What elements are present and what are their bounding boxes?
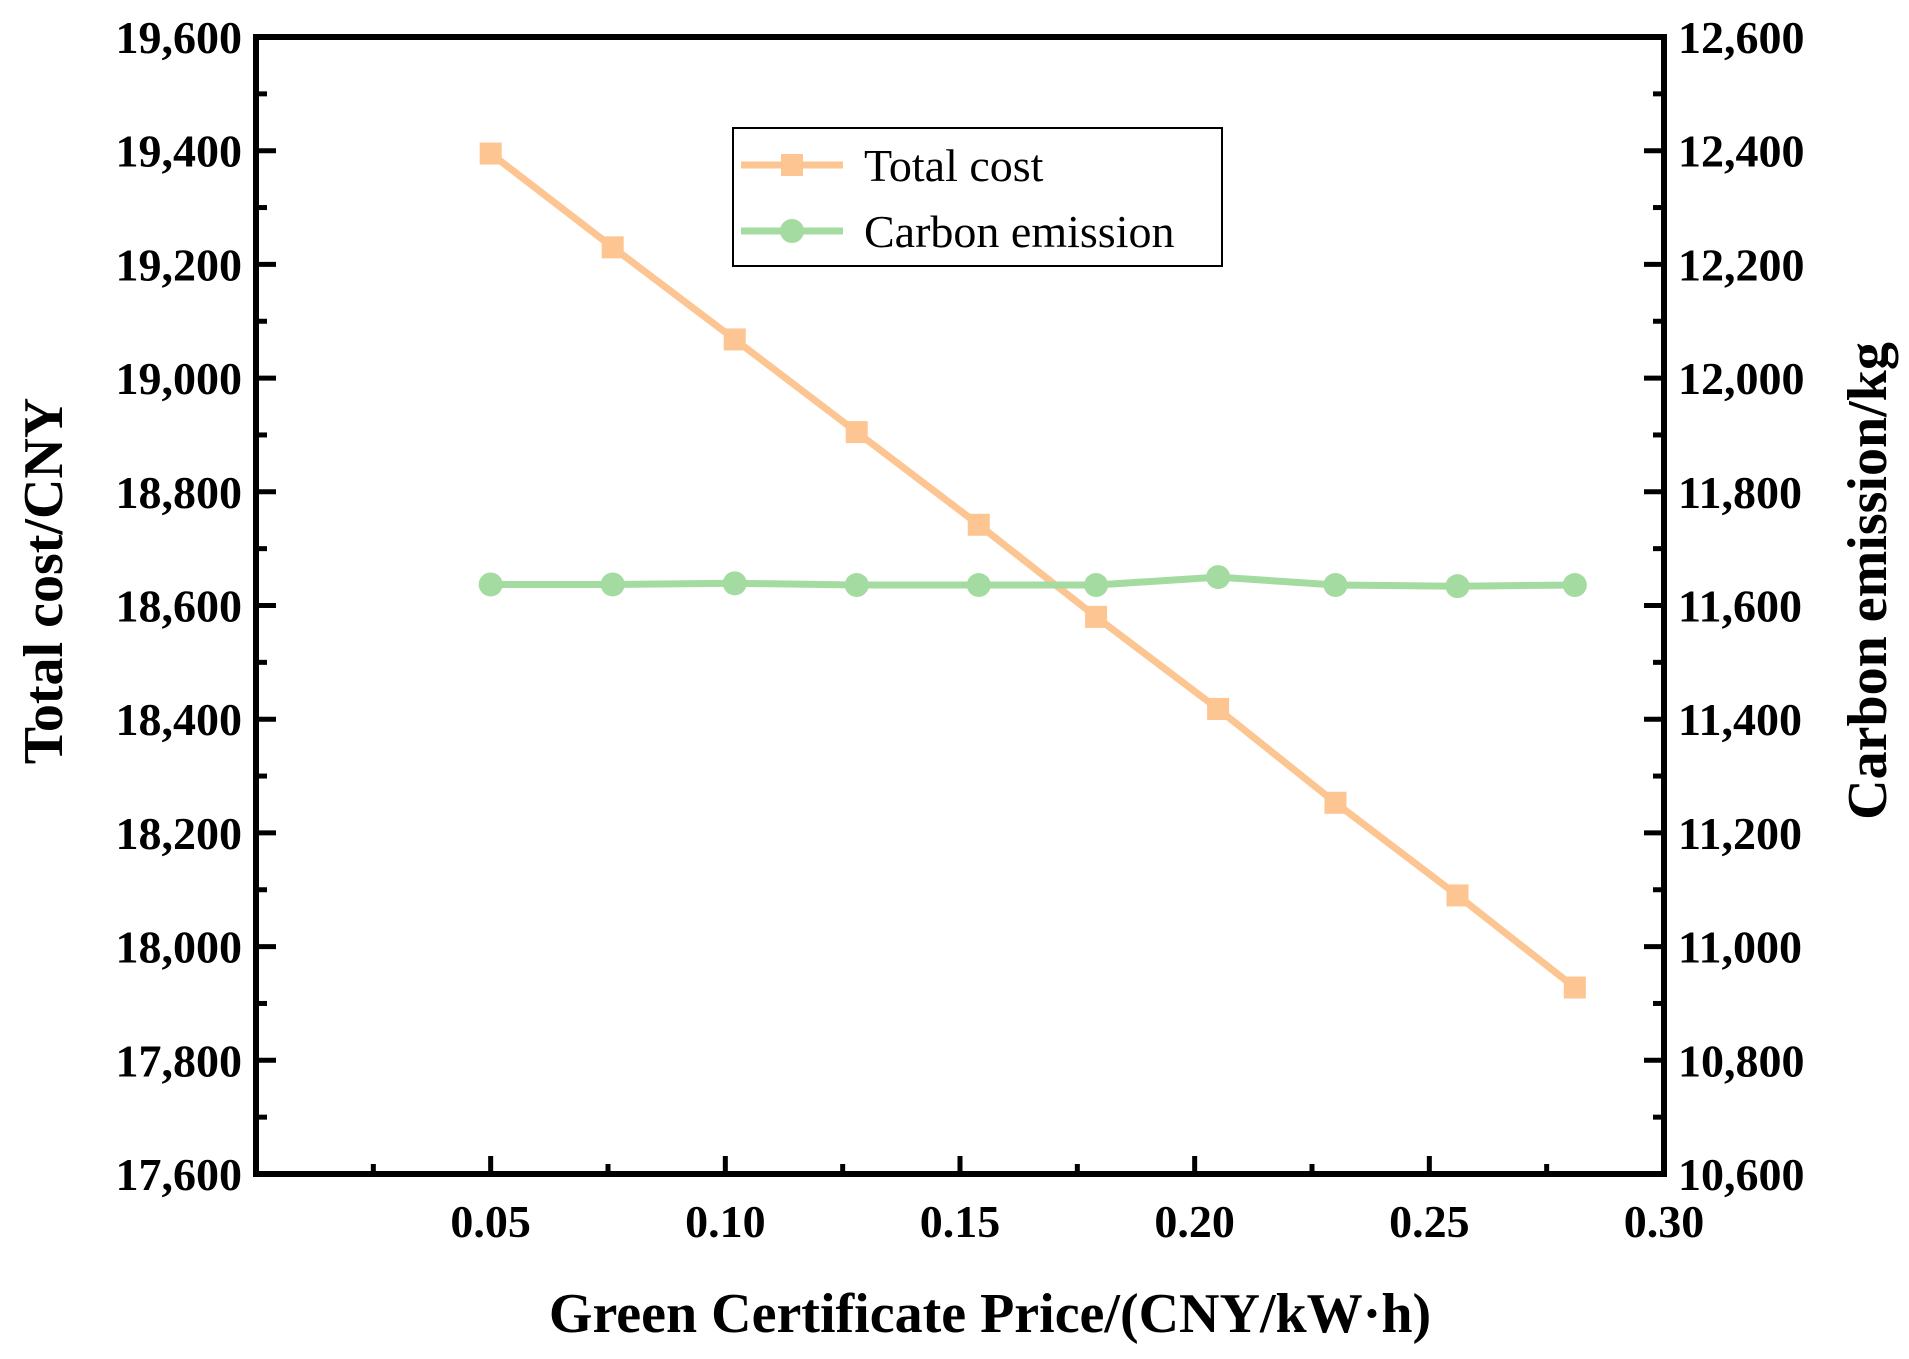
carbon-emission-line: [490, 573, 1575, 590]
total-cost-point: [601, 236, 624, 259]
carbon-emission-point: [844, 573, 869, 598]
carbon-emission-point: [600, 572, 625, 597]
y-right-tick-label: 12,200: [1678, 239, 1805, 290]
total-cost-point: [1085, 605, 1108, 628]
y-left-tick-label: 18,800: [116, 467, 243, 518]
legend: Total cost Carbon emission: [732, 127, 1223, 267]
carbon-emission-point: [478, 572, 503, 597]
total-cost-point: [1563, 976, 1586, 999]
y-right-tick-label: 12,600: [1678, 12, 1805, 63]
total-cost-point: [967, 513, 990, 536]
total-cost-point: [845, 421, 868, 444]
carbon-emission-point: [1084, 573, 1109, 598]
carbon-emission-point: [1323, 573, 1348, 598]
legend-total-cost-marker: [781, 154, 803, 176]
carbon-emission-point: [1445, 574, 1470, 599]
x-tick-label: 0.20: [1154, 1196, 1235, 1247]
y-axis-right-title: Carbon emission/kg: [1837, 342, 1899, 820]
y-left-tick-label: 17,800: [116, 1035, 243, 1086]
y-right-tick-label: 11,000: [1678, 922, 1802, 973]
total-cost-line: [488, 150, 1577, 991]
legend-total-cost-label: Total cost: [864, 140, 1044, 191]
legend-box: [732, 127, 1223, 267]
axes-layer: 0.05 0.10 0.15 0.20 0.25 0.30 17,600 17,800 18,0…: [116, 12, 1805, 1247]
total-cost-point: [479, 142, 502, 165]
carbon-emission-point: [966, 573, 991, 598]
y-left-tick-label: 19,000: [116, 353, 243, 404]
total-cost-point: [1446, 884, 1469, 907]
y-right-tick-label: 10,600: [1678, 1149, 1805, 1200]
y-right-tick-label: 12,400: [1678, 126, 1805, 177]
x-tick-label: 0.15: [920, 1196, 1001, 1247]
y-left-tick-label: 19,200: [116, 239, 243, 290]
x-tick-label: 0.30: [1624, 1196, 1705, 1247]
y-left-tick-label: 18,600: [116, 581, 243, 632]
y-left-tick-label: 18,200: [116, 808, 243, 859]
x-tick-label: 0.10: [685, 1196, 766, 1247]
y-right-tick-label: 11,600: [1678, 581, 1802, 632]
y-left-tick-label: 19,600: [116, 12, 243, 63]
carbon-emission-point: [1562, 573, 1587, 598]
y-left-tick-label: 17,600: [116, 1149, 243, 1200]
y-axis-left-title: Total cost/CNY: [13, 398, 75, 765]
y-left-tick-label: 18,000: [116, 922, 243, 973]
y-left-tick-label: 19,400: [116, 126, 243, 177]
y-left-tick-label: 18,400: [116, 694, 243, 745]
x-axis-title: Green Certificate Price/(CNY/kW·h): [549, 1283, 1431, 1345]
y-right-tick-label: 11,800: [1678, 467, 1802, 518]
series-layer: [478, 142, 1587, 999]
y-right-tick-label: 11,200: [1678, 808, 1802, 859]
legend-carbon-emission-label: Carbon emission: [864, 206, 1174, 257]
carbon-emission-point: [1206, 565, 1231, 590]
x-tick-label: 0.25: [1389, 1196, 1470, 1247]
total-cost-point: [723, 328, 746, 351]
x-tick-label: 0.05: [450, 1196, 531, 1247]
y-right-tick-label: 12,000: [1678, 353, 1805, 404]
y-right-tick-label: 10,800: [1678, 1035, 1805, 1086]
total-cost-point: [1324, 791, 1347, 814]
legend-carbon-emission-marker: [780, 219, 804, 243]
total-cost-point: [1207, 697, 1230, 720]
y-right-tick-label: 11,400: [1678, 694, 1802, 745]
carbon-emission-point: [722, 571, 747, 596]
